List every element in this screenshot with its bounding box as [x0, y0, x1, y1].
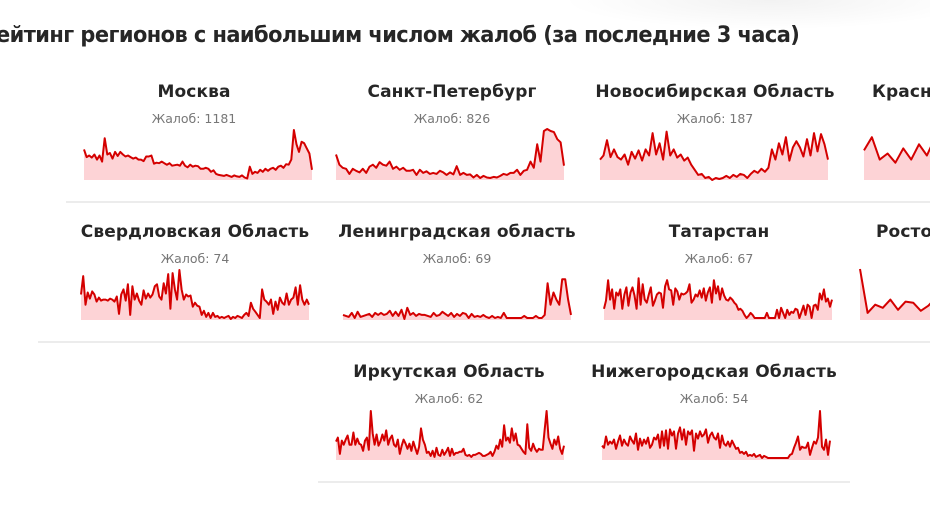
row-divider — [318, 481, 850, 483]
region-card[interactable]: Нижегородская Область Жалоб: 54 — [589, 352, 839, 482]
sparkline-line — [80, 269, 310, 320]
sparkline-line — [863, 136, 930, 164]
region-name: Нижегородская Область — [591, 362, 837, 382]
region-name: Ленинградская область — [338, 222, 576, 242]
sparkline-area — [336, 411, 564, 460]
sparkline-area — [84, 130, 312, 180]
region-name: Красн — [872, 82, 930, 102]
region-card[interactable]: Свердловская Область Жалоб: 74 — [70, 212, 320, 342]
sparkline-line — [603, 277, 833, 319]
region-name: Иркутская Область — [353, 362, 545, 382]
sparkline-chart — [80, 269, 310, 320]
region-name: Татарстан — [668, 222, 770, 242]
sparkline-line — [342, 278, 572, 320]
region-card[interactable]: Москва Жалоб: 1181 — [69, 72, 319, 202]
sparkline-line — [599, 130, 829, 181]
page-title: ейтинг регионов с наибольшим числом жало… — [0, 22, 800, 48]
top-shadow — [560, 0, 930, 30]
complaint-count: Жалоб: 67 — [684, 251, 754, 266]
sparkline-line — [335, 128, 565, 179]
region-name: Росто — [876, 222, 930, 242]
region-name: Свердловская Область — [80, 222, 310, 242]
region-name: Новосибирская Область — [595, 82, 835, 102]
complaint-count: Жалоб: 62 — [414, 391, 484, 406]
region-card[interactable]: Росто — [859, 212, 930, 342]
region-card[interactable]: Ленинградская область Жалоб: 69 — [332, 212, 582, 342]
sparkline-chart — [603, 277, 833, 320]
region-card[interactable]: Иркутская Область Жалоб: 62 — [324, 352, 574, 482]
sparkline-area — [604, 278, 832, 320]
complaint-count: Жалоб: 74 — [160, 251, 230, 266]
complaint-count: Жалоб: 1181 — [151, 111, 237, 126]
sparkline-chart — [863, 136, 930, 180]
sparkline-chart — [83, 129, 313, 180]
sparkline-line — [83, 129, 313, 180]
region-name: Санкт-Петербург — [367, 82, 537, 102]
sparkline-area — [81, 270, 309, 320]
sparkline-area — [600, 131, 828, 180]
complaint-count: Жалоб: 826 — [413, 111, 491, 126]
region-card[interactable]: Татарстан Жалоб: 67 — [594, 212, 844, 342]
region-name: Москва — [157, 82, 231, 102]
sparkline-chart — [859, 268, 930, 320]
sparkline-chart — [599, 130, 829, 181]
region-card[interactable]: Красн — [862, 72, 930, 202]
sparkline-area — [864, 137, 930, 180]
sparkline-chart — [335, 410, 565, 460]
sparkline-line — [859, 268, 930, 314]
region-card[interactable]: Новосибирская Область Жалоб: 187 — [590, 72, 840, 202]
sparkline-area — [860, 269, 930, 320]
sparkline-chart — [601, 410, 831, 460]
complaint-count: Жалоб: 69 — [422, 251, 492, 266]
row-divider — [66, 201, 930, 203]
complaint-count: Жалоб: 187 — [676, 111, 754, 126]
row-divider — [38, 341, 930, 343]
sparkline-chart — [342, 278, 572, 320]
complaint-count: Жалоб: 54 — [679, 391, 749, 406]
sparkline-line — [601, 410, 831, 459]
region-card[interactable]: Санкт-Петербург Жалоб: 826 — [327, 72, 577, 202]
sparkline-chart — [335, 128, 565, 180]
sparkline-line — [335, 410, 565, 458]
sparkline-area — [336, 129, 564, 180]
